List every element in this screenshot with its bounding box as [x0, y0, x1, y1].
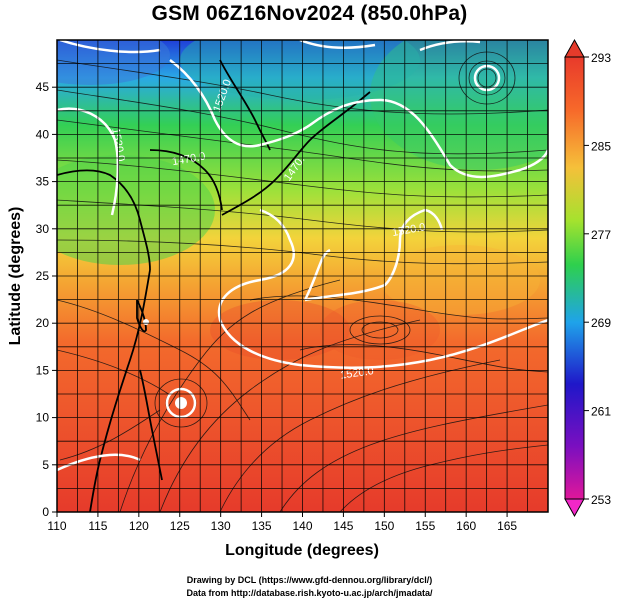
x-tick-label: 165 [497, 519, 517, 533]
island-marker [143, 319, 149, 325]
y-tick-label: 20 [36, 316, 50, 330]
map-title: GSM 06Z16Nov2024 (850.0hPa) [151, 2, 468, 25]
colorbar-lower-arrow [564, 498, 585, 518]
x-tick-label: 115 [88, 519, 107, 533]
y-tick-label: 35 [36, 175, 50, 189]
colorbar-body [564, 56, 585, 500]
x-tick-label: 110 [47, 519, 66, 533]
y-tick-label: 25 [36, 269, 50, 283]
temperature-field [57, 40, 548, 512]
colorbar-upper-arrow [564, 38, 585, 58]
colorbar-tick-label: 293 [591, 51, 611, 65]
x-tick-label: 130 [211, 519, 231, 533]
colorbar: 293 285 277 269 261 253 [564, 38, 611, 518]
x-tick-label: 125 [170, 519, 190, 533]
contour-label: 1520.0 [339, 365, 374, 382]
colorbar-tick-label: 269 [591, 316, 611, 330]
y-tick-label: 15 [36, 363, 50, 377]
x-axis-label: Longitude (degrees) [225, 542, 379, 559]
x-tick-label: 135 [252, 519, 272, 533]
colorbar-tick-label: 261 [591, 405, 611, 419]
graticule [56, 39, 549, 513]
x-tick-label: 160 [456, 519, 476, 533]
credit-drawing: Drawing by DCL (https://www.gfd-dennou.o… [186, 575, 433, 585]
typhoon-eye [175, 397, 187, 409]
y-tick-label: 30 [36, 222, 50, 236]
y-tick-label: 40 [36, 127, 50, 141]
x-tick-label: 120 [129, 519, 149, 533]
coastlines [57, 59, 371, 512]
colorbar-tick-label: 277 [591, 228, 611, 242]
china-coastline [57, 169, 151, 271]
colorbar-tick-label: 253 [591, 493, 611, 507]
credit-data: Data from http://database.rish.kyoto-u.a… [186, 588, 433, 598]
x-tick-label: 150 [374, 519, 394, 533]
y-axis-label: Latitude (degrees) [7, 207, 24, 346]
x-tick-label: 145 [333, 519, 353, 533]
philippines-coastline [139, 369, 163, 481]
korea-coastline [149, 149, 223, 211]
y-tick-label: 5 [42, 458, 49, 472]
contour-label: 1520.0 [391, 221, 426, 239]
x-tick-label: 140 [292, 519, 312, 533]
y-tick-label: 0 [42, 505, 49, 519]
colorbar-tick-label: 285 [591, 139, 611, 153]
axis-ticks: 110 115 120 125 130 135 140 145 150 155 160 165 0 5 10… [36, 80, 518, 533]
y-tick-label: 45 [36, 80, 50, 94]
x-tick-label: 155 [415, 519, 435, 533]
y-tick-label: 10 [36, 411, 50, 425]
japan-coastline [221, 111, 346, 216]
